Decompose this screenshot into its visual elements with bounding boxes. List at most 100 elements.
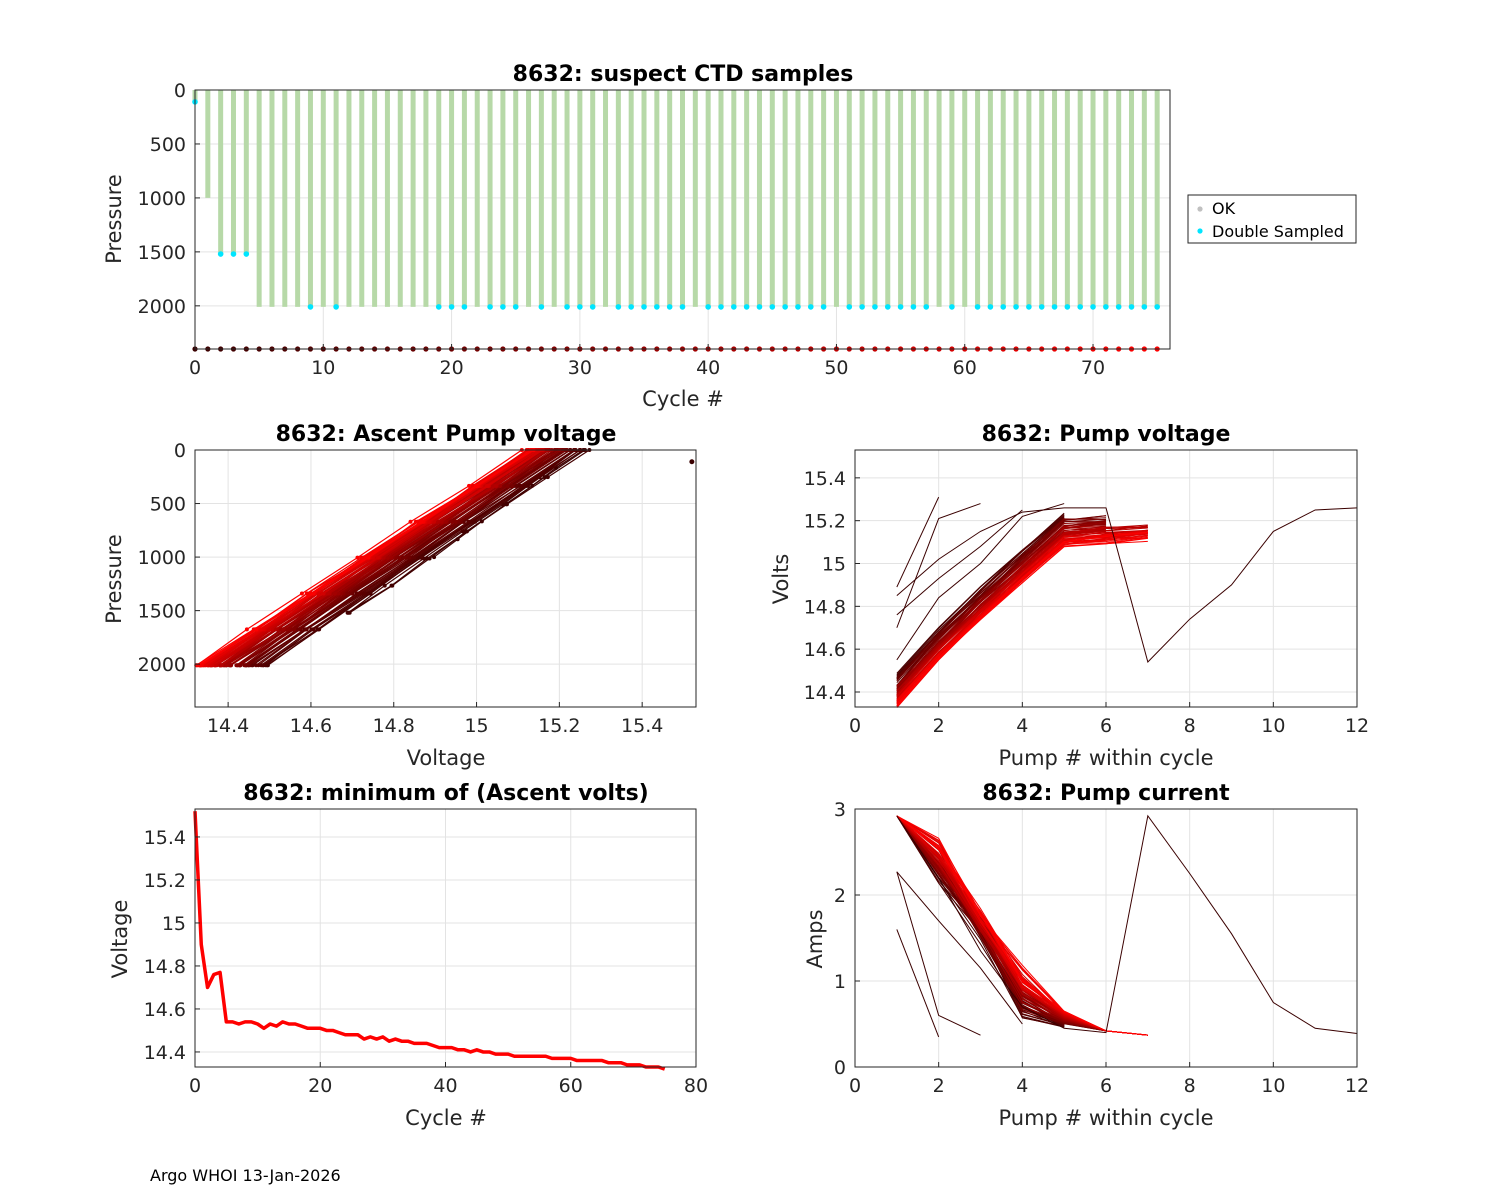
double-sampled-point	[448, 304, 455, 310]
chart-title: 8632: minimum of (Ascent volts)	[243, 781, 649, 806]
double-sampled-point	[718, 304, 724, 310]
y-tick-label: 0	[834, 1057, 846, 1079]
y-tick-label: 1000	[138, 547, 186, 569]
double-sampled-point	[987, 304, 994, 310]
ascent-point	[361, 591, 366, 596]
y-tick-label: 15	[822, 554, 846, 576]
chart-title: 8632: Pump current	[982, 781, 1230, 806]
axes-frame	[194, 89, 1171, 350]
double-sampled-point	[217, 251, 224, 257]
double-sampled-point	[1000, 304, 1007, 310]
x-tick-label: 20	[439, 357, 463, 379]
double-sampled-point	[743, 304, 750, 310]
pump-voltage-series	[896, 514, 1065, 678]
legend-marker-double	[1197, 228, 1203, 234]
double-sampled-point	[1141, 304, 1148, 310]
y-tick-label: 14.6	[144, 999, 186, 1021]
x-tick-label: 70	[1081, 357, 1105, 379]
pump-current-series	[896, 871, 1023, 1025]
ascent-point	[299, 591, 304, 596]
x-tick-label: 60	[953, 357, 977, 379]
y-axis-label: Pressure	[102, 534, 126, 624]
x-tick-label: 50	[824, 357, 848, 379]
pump-voltage-series	[896, 507, 1358, 664]
ascent-point	[281, 627, 286, 632]
ascent-point	[545, 475, 550, 480]
x-tick-label: 12	[1345, 1075, 1369, 1097]
double-sampled-point	[923, 304, 930, 310]
x-tick-label: 10	[1261, 1075, 1285, 1097]
pump-voltage-series	[896, 509, 1023, 616]
double-sampled-point	[500, 304, 506, 310]
y-tick-label: 500	[150, 494, 186, 516]
double-sampled-point	[705, 304, 711, 310]
ascent-point	[402, 555, 407, 560]
double-sampled-point	[666, 304, 673, 310]
y-axis-label: Amps	[803, 909, 827, 968]
double-sampled-point	[756, 304, 763, 310]
x-axis-label: Voltage	[407, 746, 486, 770]
ascent-point	[419, 555, 424, 560]
double-sampled-point	[333, 304, 339, 310]
legend-box	[1187, 194, 1357, 244]
double-sampled-point	[1154, 304, 1160, 310]
ascent-point	[493, 483, 498, 488]
y-tick-label: 1500	[138, 242, 186, 264]
y-axis-label: Volts	[769, 554, 793, 605]
x-tick-label: 20	[308, 1075, 332, 1097]
pump-voltage-series	[896, 503, 981, 628]
x-tick-label: 8	[1184, 1075, 1196, 1097]
chart-title: 8632: Ascent Pump voltage	[276, 422, 617, 447]
y-tick-label: 3	[834, 799, 846, 821]
double-sampled-point	[1103, 304, 1109, 310]
ascent-point	[466, 519, 471, 524]
ascent-point	[467, 483, 472, 488]
double-sampled-point	[974, 304, 981, 310]
double-sampled-point	[884, 304, 891, 310]
ascent-point	[439, 519, 444, 524]
pump-current-series	[896, 929, 940, 1038]
double-sampled-point	[1077, 304, 1083, 310]
pump-current-series	[896, 814, 1358, 1034]
double-sampled-point	[897, 304, 904, 310]
double-sampled-point	[307, 304, 314, 310]
y-tick-label: 14.4	[144, 1042, 186, 1064]
double-sampled-point	[435, 304, 442, 310]
double-sampled-point	[461, 304, 468, 310]
ascent-point	[234, 663, 239, 668]
ascent-point	[336, 591, 341, 596]
legend-marker-ok	[1197, 206, 1203, 212]
y-axis-label: Pressure	[102, 174, 126, 264]
y-tick-label: 15.2	[144, 870, 186, 892]
x-tick-label: 15.2	[538, 715, 580, 737]
ascent-point	[366, 555, 371, 560]
double-sampled-point	[769, 304, 776, 310]
double-sampled-point	[577, 304, 583, 310]
legend: OK Double Sampled	[1187, 194, 1357, 244]
y-tick-label: 2	[834, 885, 846, 907]
x-tick-label: 60	[559, 1075, 583, 1097]
ascent-point	[413, 519, 418, 524]
chart-title: 8632: Pump voltage	[982, 422, 1231, 447]
x-tick-label: 10	[1261, 715, 1285, 737]
y-tick-label: 14.6	[804, 639, 846, 661]
x-tick-label: 0	[849, 715, 861, 737]
x-tick-label: 10	[311, 357, 335, 379]
pump-voltage-series	[896, 535, 1148, 702]
y-tick-label: 500	[150, 134, 186, 156]
y-tick-label: 14.8	[144, 956, 186, 978]
double-sampled-point	[654, 304, 660, 310]
x-tick-label: 14.6	[290, 715, 332, 737]
double-sampled-point	[782, 304, 788, 310]
ascent-point	[253, 663, 258, 668]
double-sampled-point	[564, 304, 570, 310]
double-sampled-point	[795, 304, 801, 310]
x-tick-label: 2	[933, 1075, 945, 1097]
double-sampled-point	[731, 304, 737, 310]
ascent-point	[375, 555, 380, 560]
ascent-point	[389, 555, 394, 560]
min-voltage-line	[193, 811, 666, 1071]
y-tick-label: 1	[834, 971, 846, 993]
